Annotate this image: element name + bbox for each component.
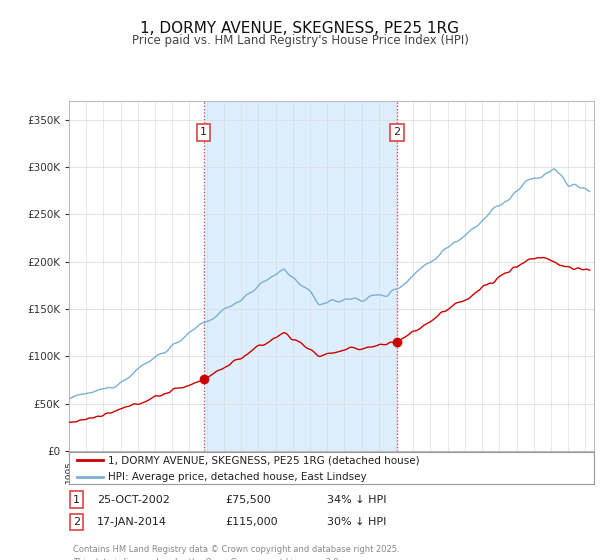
- Text: 1, DORMY AVENUE, SKEGNESS, PE25 1RG (detached house): 1, DORMY AVENUE, SKEGNESS, PE25 1RG (det…: [109, 455, 420, 465]
- Text: 1: 1: [73, 494, 80, 505]
- Text: 1, DORMY AVENUE, SKEGNESS, PE25 1RG: 1, DORMY AVENUE, SKEGNESS, PE25 1RG: [140, 21, 460, 36]
- Text: Price paid vs. HM Land Registry's House Price Index (HPI): Price paid vs. HM Land Registry's House …: [131, 34, 469, 46]
- Bar: [203, 101, 397, 451]
- Text: Contains HM Land Registry data © Crown copyright and database right 2025.
This d: Contains HM Land Registry data © Crown c…: [73, 545, 400, 560]
- Text: 2: 2: [73, 517, 80, 527]
- Text: 1: 1: [200, 127, 207, 137]
- Text: 17-JAN-2014: 17-JAN-2014: [97, 517, 167, 527]
- Text: 2: 2: [394, 127, 400, 137]
- Text: 25-OCT-2002: 25-OCT-2002: [97, 494, 170, 505]
- Text: £115,000: £115,000: [225, 517, 278, 527]
- Text: 34% ↓ HPI: 34% ↓ HPI: [327, 494, 386, 505]
- Text: HPI: Average price, detached house, East Lindsey: HPI: Average price, detached house, East…: [109, 472, 367, 482]
- Text: £75,500: £75,500: [225, 494, 271, 505]
- Text: 30% ↓ HPI: 30% ↓ HPI: [327, 517, 386, 527]
